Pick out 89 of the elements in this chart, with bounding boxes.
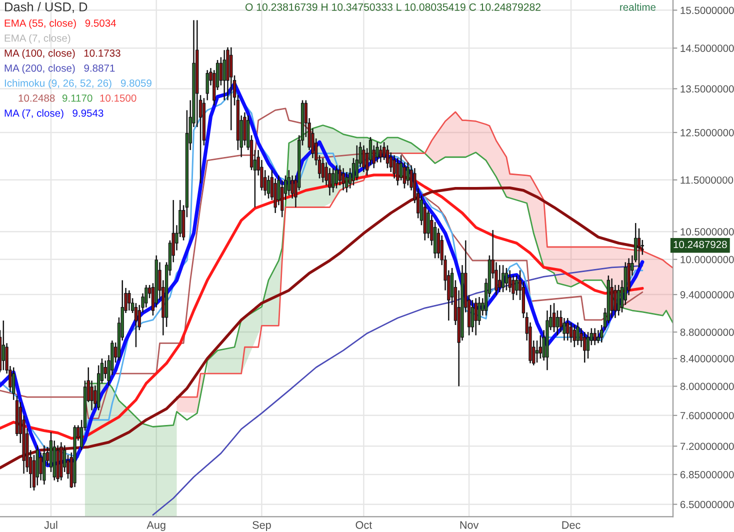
- candlestick: [572, 324, 576, 348]
- text: 10.2487928: [674, 240, 727, 248]
- candlestick: [610, 278, 614, 319]
- candlestick: [504, 267, 508, 291]
- y-tick-label: 8.00000000: [680, 382, 734, 390]
- candlestick: [640, 239, 644, 256]
- x-tick-label: Sep: [252, 521, 271, 531]
- annotation: 9.8871: [84, 64, 115, 72]
- candlestick: [614, 284, 617, 319]
- text: MA (100, close): [4, 49, 75, 59]
- candlestick: [538, 334, 542, 360]
- candlestick: [321, 157, 324, 184]
- candlestick: [90, 380, 94, 411]
- candlestick: [593, 328, 596, 346]
- annotation: 10.2488: [18, 94, 55, 102]
- candlestick: [219, 56, 223, 86]
- y-tick-label: 7.60000000: [680, 412, 734, 420]
- candlestick: [144, 284, 148, 308]
- candlestick: [362, 144, 366, 173]
- candlestick: [512, 274, 515, 301]
- candlestick: [355, 144, 358, 182]
- candlestick: [515, 274, 518, 296]
- candlestick: [552, 302, 556, 333]
- y-tick-label: 6.50000000: [680, 500, 734, 508]
- text: EMA (55, close): [4, 19, 76, 29]
- line-series: [84, 124, 673, 428]
- chart-title: Dash / USD, D: [5, 2, 88, 13]
- candlestick: [334, 164, 338, 189]
- y-tick-label: 15.5000000: [680, 6, 734, 14]
- line-series: [0, 108, 644, 420]
- annotation: 9.5034: [85, 19, 116, 27]
- y-tick-label: 10.5000000: [680, 228, 734, 236]
- annotation: 9.1170: [62, 94, 92, 102]
- candlestick: [617, 284, 620, 316]
- y-tick-label: 7.20000000: [680, 442, 734, 450]
- chart-subtitle: O 10.23816739 H 10.34750333 L 10.08035419 C 10.24879282: [246, 3, 540, 11]
- annotation: 9.8059: [120, 79, 152, 87]
- x-tick-label: Jul: [44, 520, 58, 529]
- candlestick: [342, 168, 345, 192]
- candlestick: [12, 366, 16, 401]
- candlestick: [230, 46, 233, 131]
- x-tick-label: Oct: [356, 521, 372, 529]
- candlestick: [498, 264, 502, 293]
- annotation: 10.1500: [100, 94, 136, 102]
- candlestick: [345, 171, 348, 194]
- line-series: [152, 265, 644, 516]
- candlestick: [556, 310, 560, 336]
- y-tick-label: 8.80000000: [680, 328, 734, 336]
- candlestick: [206, 69, 209, 101]
- legend-label: EMA (7, close): [4, 34, 70, 44]
- candlestick: [379, 144, 382, 164]
- candlestick: [478, 296, 481, 326]
- candlestick: [535, 340, 539, 364]
- x-tick-label: Nov: [460, 521, 479, 529]
- candlestick: [280, 180, 284, 218]
- y-tick-label: 11.5000000: [680, 176, 734, 184]
- x-tick-label: Dec: [562, 521, 580, 529]
- candlestick: [2, 320, 5, 371]
- text: MA (7, close): [4, 109, 64, 119]
- y-tick-label: 9.40000000: [680, 291, 734, 298]
- candlestick: [332, 168, 335, 194]
- annotation: realtime: [620, 3, 656, 11]
- y-tick-label: 14.5000000: [680, 44, 734, 52]
- candlestick: [586, 331, 590, 360]
- text: Ichimoku (9, 26, 52, 26): [4, 79, 112, 89]
- candlestick: [637, 228, 641, 268]
- y-tick-label: 13.5000000: [680, 85, 734, 93]
- candlestick: [222, 49, 226, 101]
- x-tick-label: Aug: [146, 521, 166, 531]
- candlestick: [576, 322, 580, 346]
- candlestick: [287, 169, 290, 196]
- candlestick: [470, 299, 474, 333]
- y-tick-label: 10.0000000: [680, 256, 734, 264]
- candlestick: [501, 264, 505, 293]
- candlestick: [569, 322, 573, 344]
- candlestick: [474, 298, 478, 336]
- y-tick-label: 12.5000000: [680, 129, 734, 136]
- candlestick: [128, 290, 131, 312]
- candlestick: [104, 360, 107, 380]
- candlestick: [396, 157, 400, 186]
- y-tick-label: 8.40000000: [680, 355, 734, 362]
- y-tick-label: 6.85000000: [680, 471, 734, 478]
- text: MA (200, close): [4, 64, 75, 74]
- annotation: 9.9543: [72, 109, 104, 117]
- candlestick: [386, 144, 390, 169]
- candlestick: [583, 331, 586, 364]
- candlestick: [566, 317, 570, 342]
- candlestick: [134, 302, 138, 348]
- annotation: 10.1733: [84, 49, 120, 57]
